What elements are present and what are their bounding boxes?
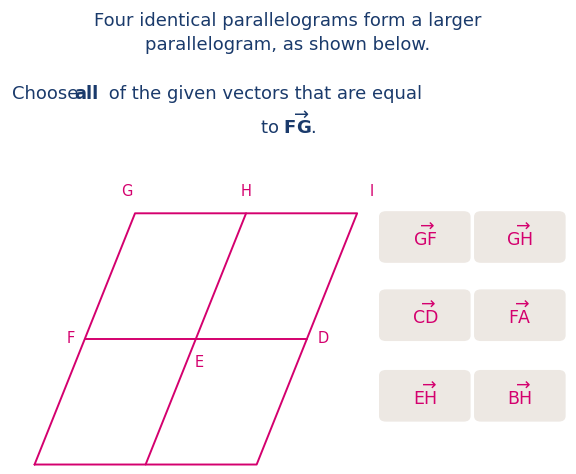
- FancyBboxPatch shape: [474, 289, 566, 341]
- Text: $\overrightarrow{\mathrm{BH}}$: $\overrightarrow{\mathrm{BH}}$: [507, 383, 532, 409]
- Text: of the given vectors that are equal: of the given vectors that are equal: [103, 85, 422, 103]
- Text: Four identical parallelograms form a larger: Four identical parallelograms form a lar…: [94, 12, 482, 30]
- Text: to $\overrightarrow{\mathbf{FG}}$.: to $\overrightarrow{\mathbf{FG}}$.: [260, 111, 316, 138]
- FancyBboxPatch shape: [379, 211, 471, 263]
- Text: G: G: [121, 184, 132, 200]
- Text: all: all: [74, 85, 98, 103]
- Text: $\overrightarrow{\mathrm{GH}}$: $\overrightarrow{\mathrm{GH}}$: [506, 224, 533, 250]
- Text: F: F: [66, 331, 74, 346]
- Text: parallelogram, as shown below.: parallelogram, as shown below.: [145, 36, 431, 54]
- FancyBboxPatch shape: [379, 370, 471, 422]
- Text: I: I: [369, 184, 374, 200]
- Text: E: E: [194, 355, 203, 370]
- Text: $\overrightarrow{\mathrm{CD}}$: $\overrightarrow{\mathrm{CD}}$: [411, 302, 438, 328]
- FancyBboxPatch shape: [474, 211, 566, 263]
- Text: H: H: [241, 184, 252, 200]
- FancyBboxPatch shape: [474, 370, 566, 422]
- Text: Choose: Choose: [12, 85, 84, 103]
- FancyBboxPatch shape: [379, 289, 471, 341]
- Text: $\overrightarrow{\mathrm{GF}}$: $\overrightarrow{\mathrm{GF}}$: [412, 224, 437, 250]
- Text: $\overrightarrow{\mathrm{EH}}$: $\overrightarrow{\mathrm{EH}}$: [412, 383, 437, 409]
- Text: $\overrightarrow{\mathrm{FA}}$: $\overrightarrow{\mathrm{FA}}$: [508, 302, 532, 328]
- Text: D: D: [317, 331, 329, 346]
